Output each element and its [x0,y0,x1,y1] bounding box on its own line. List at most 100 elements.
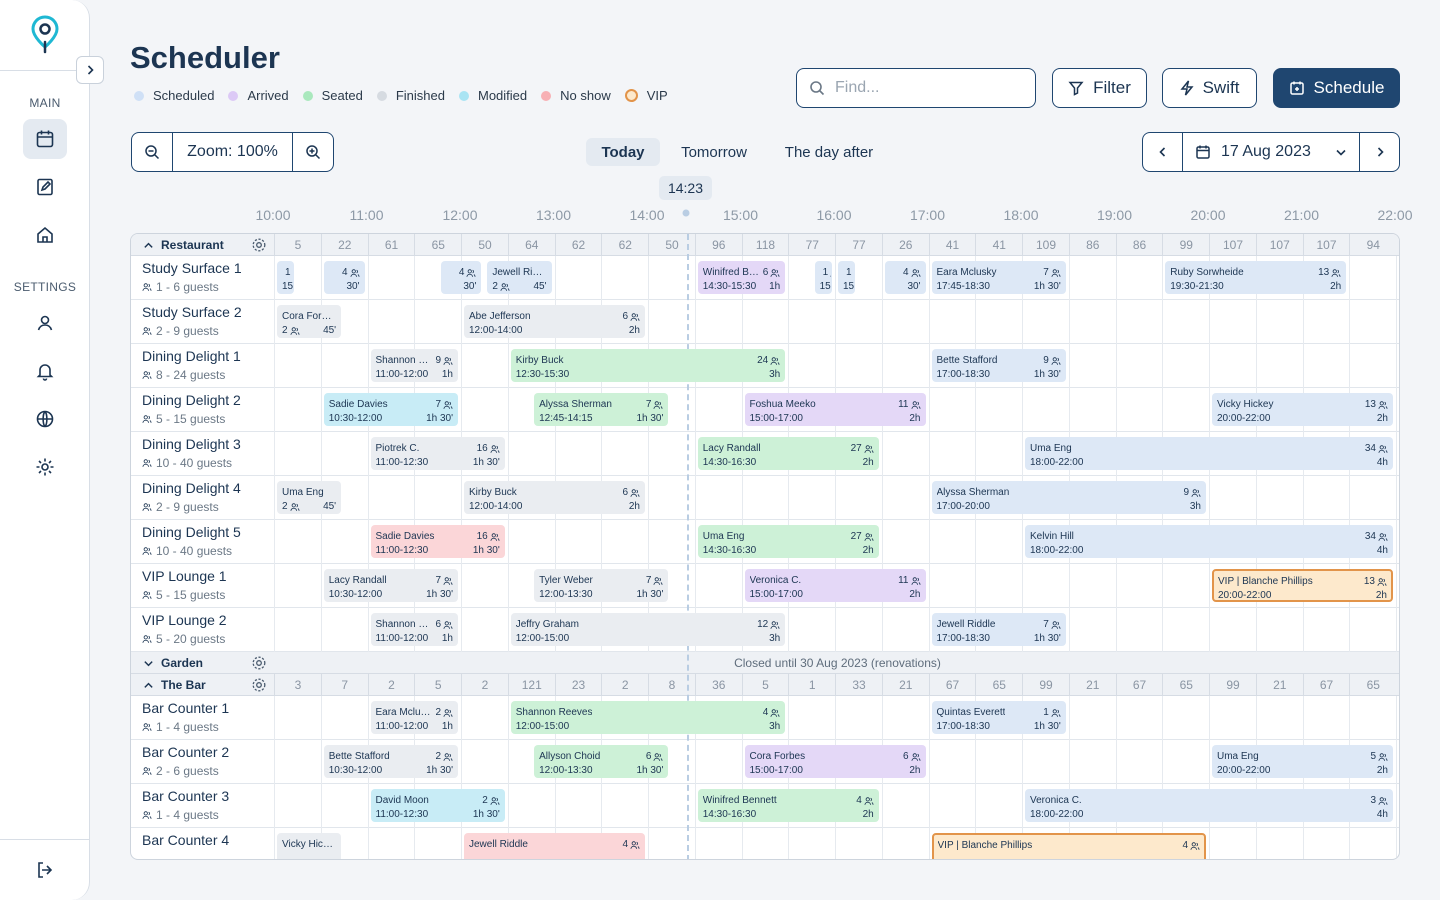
grid-line [320,784,322,828]
booking-block[interactable]: Kelvin Hill 34 18:00-22:00 4h [1025,525,1393,558]
booking-block[interactable]: Winifred Bennett 4 14:30-16:30 2h [697,789,879,822]
booking-block[interactable]: Uma Eng 34 18:00-22:00 4h [1025,437,1393,470]
swift-button[interactable]: Swift [1162,68,1257,108]
section-settings-icon[interactable] [251,677,267,693]
booking-block[interactable]: Bette Stafford 9 17:00-18:30 1h 30' [931,349,1066,382]
booking-block[interactable]: Piotrek C. 16 11:00-12:30 1h 30' [370,437,505,470]
table-name[interactable]: Bar Counter 1 [142,700,230,716]
booking-block[interactable]: Uma Eng 2 45' [277,481,342,514]
table-name[interactable]: Dining Delight 3 [142,436,241,452]
sidebar-item-home[interactable] [23,215,67,255]
booking-line-2: 11:00-12:30 1h 30' [376,808,500,821]
sidebar-item-language[interactable] [23,399,67,439]
filter-button[interactable]: Filter [1052,68,1147,108]
booking-name: Allyson Choid [539,751,601,762]
section-toggle[interactable]: Garden [143,652,203,674]
booking-block[interactable]: 4 30' [884,261,926,294]
table-name[interactable]: Dining Delight 4 [142,480,241,496]
booking-block[interactable]: Vicky Hickey 13 20:00-22:00 2h [1212,393,1393,426]
search-input[interactable] [835,79,1015,97]
booking-block[interactable]: Foshua Meeko 11 15:00-17:00 2h [744,393,926,426]
booking-block[interactable]: Jewell Riddle 4 [464,833,645,859]
chevron-up-icon[interactable] [143,240,154,251]
booking-block[interactable]: Tyler Weber 7 12:00-13:30 1h 30' [534,569,669,602]
booking-block[interactable]: Abe Jefferson 6 12:00-14:00 2h [464,305,645,338]
table-name[interactable]: Study Surface 2 [142,304,242,320]
booking-block[interactable]: Jeffry Graham 12 12:00-15:00 3h [510,613,786,646]
chevron-down-icon[interactable] [143,658,154,669]
booking-block[interactable]: Sadie Davies 7 10:30-12:00 1h 30' [323,393,458,426]
logout-button[interactable] [0,839,90,900]
booking-block[interactable]: Veronica C. 3 18:00-22:00 4h [1025,789,1393,822]
zoom-out-button[interactable] [132,133,172,171]
table-name[interactable]: VIP Lounge 2 [142,612,227,628]
booking-block[interactable]: Vicky Hickey [277,833,342,859]
booking-block[interactable]: 1 15' [814,261,832,294]
booking-block[interactable]: VIP | Blanche Phillips 13 20:00-22:00 2h [1212,569,1393,602]
sidebar-item-settings[interactable] [23,447,67,487]
booking-guest-count: 7 [1043,267,1049,278]
booking-block[interactable]: Kirby Buck 6 12:00-14:00 2h [464,481,645,514]
tab-today[interactable]: Today [586,138,660,166]
table-name[interactable]: Bar Counter 2 [142,744,230,760]
tab-day-after[interactable]: The day after [784,143,874,161]
table-name[interactable]: Bar Counter 3 [142,788,230,804]
logo[interactable] [0,0,89,71]
booking-block[interactable]: VIP | Blanche Phillips 4 [931,833,1206,859]
booking-block[interactable]: Quintas Everett 1 17:00-18:30 1h 30' [931,701,1066,734]
booking-block[interactable]: Shannon Reeves 4 12:00-15:00 3h [510,701,786,734]
table-name[interactable]: Study Surface 1 [142,260,242,276]
booking-block[interactable]: Sadie Davies 16 11:00-12:30 1h 30' [370,525,505,558]
table-name[interactable]: VIP Lounge 1 [142,568,227,584]
section-settings-icon[interactable] [251,655,267,671]
date-picker[interactable]: 17 Aug 2023 [1182,133,1360,171]
booking-block[interactable]: Bette Stafford 2 10:30-12:00 1h 30' [323,745,458,778]
booking-block[interactable]: Lacy Randall 7 10:30-12:00 1h 30' [323,569,458,602]
booking-block[interactable]: Alyssa Sherman 7 12:45-14:15 1h 30' [534,393,669,426]
section-toggle[interactable]: The Bar [143,674,206,696]
booking-block[interactable]: Eara Mclusky 2 11:00-12:00 1h [370,701,458,734]
booking-block[interactable]: Allyson Choid 6 12:00-13:30 1h 30' [534,745,669,778]
chevron-right-icon [1377,147,1384,157]
booking-block[interactable]: Eara Mclusky 7 17:45-18:30 1h 30' [931,261,1066,294]
table-name[interactable]: Dining Delight 1 [142,348,241,364]
booking-block[interactable]: Lacy Randall 27 14:30-16:30 2h [697,437,879,470]
booking-block[interactable]: 1 15' [277,261,295,294]
sidebar-item-notifications[interactable] [23,351,67,391]
search-box[interactable] [796,68,1036,108]
schedule-button[interactable]: Schedule [1273,68,1400,108]
booking-block[interactable]: David Moon 2 11:00-12:30 1h 30' [370,789,505,822]
zoom-in-button[interactable] [293,133,333,171]
table-name[interactable]: Dining Delight 2 [142,392,241,408]
sidebar-item-user[interactable] [23,303,67,343]
booking-guests: 4 [903,266,921,280]
chevron-up-icon[interactable] [143,680,154,691]
section-toggle[interactable]: Restaurant [143,234,224,256]
booking-block[interactable]: Alyssa Sherman 9 17:00-20:00 3h [931,481,1206,514]
booking-block[interactable]: Kirby Buck 24 12:30-15:30 3h [510,349,786,382]
booking-block[interactable]: Ruby Sorwheide 13 19:30-21:30 2h [1165,261,1347,294]
booking-block[interactable]: Jewell Riddle 7 17:00-18:30 1h 30' [931,613,1066,646]
previous-day-button[interactable] [1143,133,1182,171]
booking-block[interactable]: Cora Forbes 2 45' [277,305,342,338]
sidebar-item-notes[interactable] [23,167,67,207]
booking-block[interactable]: Uma Eng 5 20:00-22:00 2h [1212,745,1393,778]
grid-line [1349,608,1351,652]
booking-block[interactable]: Jewell Riddle 2 45' [487,261,552,294]
booking-block[interactable]: 4 30' [440,261,482,294]
booking-block[interactable]: Cora Forbes 6 15:00-17:00 2h [744,745,926,778]
sidebar-item-calendar[interactable] [23,119,67,159]
booking-block[interactable]: Veronica C. 11 15:00-17:00 2h [744,569,926,602]
booking-block[interactable]: 4 30' [323,261,365,294]
next-day-button[interactable] [1360,133,1399,171]
section-settings-icon[interactable] [251,237,267,253]
booking-block[interactable]: Uma Eng 27 14:30-16:30 2h [697,525,879,558]
booking-block[interactable]: 1 15' [838,261,856,294]
sidebar-collapse-button[interactable] [76,56,104,84]
tab-tomorrow[interactable]: Tomorrow [681,143,747,161]
table-name[interactable]: Bar Counter 4 [142,832,230,848]
table-name[interactable]: Dining Delight 5 [142,524,241,540]
